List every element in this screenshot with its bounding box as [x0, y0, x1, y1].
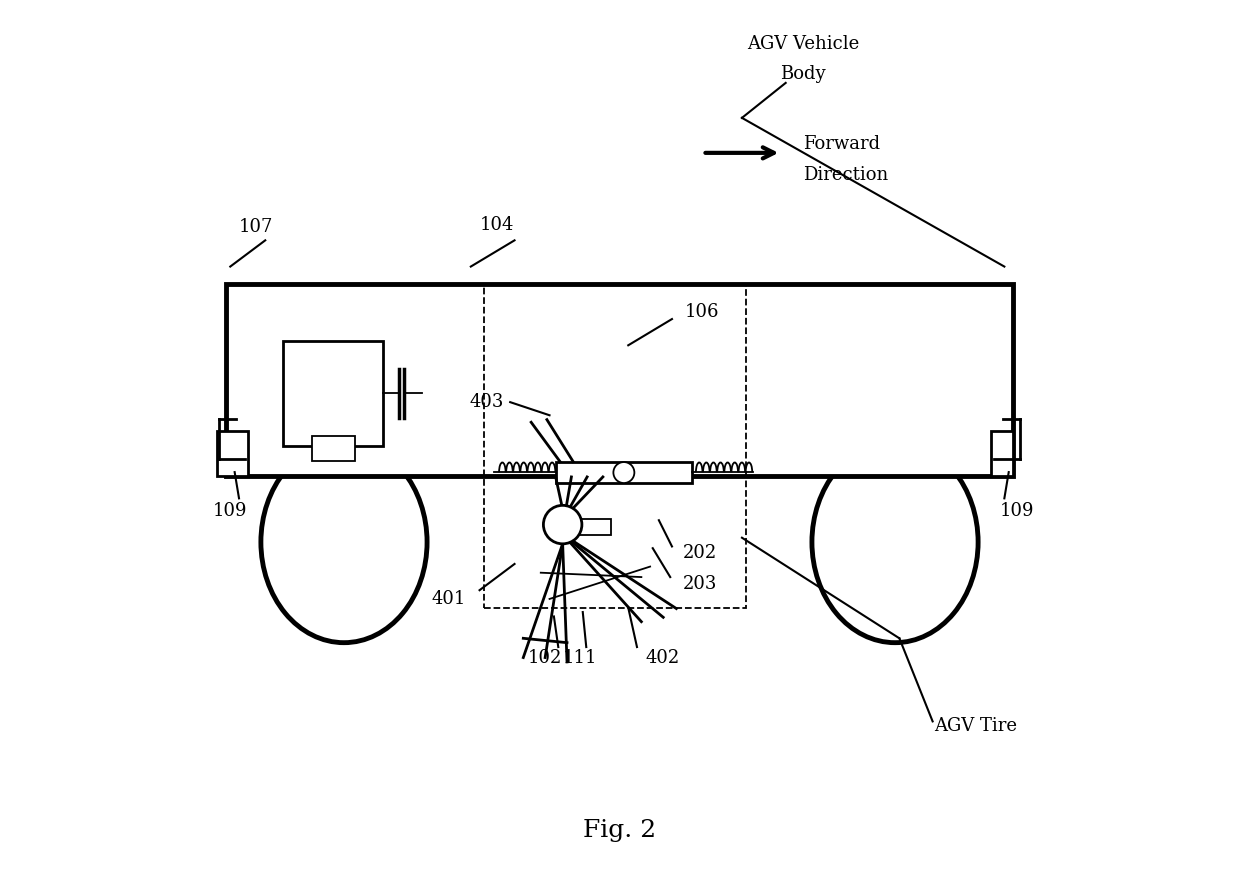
- Text: 102: 102: [528, 649, 563, 668]
- Bar: [217, 431, 248, 477]
- Circle shape: [544, 505, 582, 544]
- Ellipse shape: [812, 442, 978, 643]
- Circle shape: [613, 462, 634, 483]
- Bar: [312, 436, 356, 461]
- Text: 111: 111: [563, 649, 597, 668]
- Text: AGV Tire: AGV Tire: [934, 717, 1017, 735]
- Text: AGV Vehicle: AGV Vehicle: [747, 34, 860, 52]
- Text: 107: 107: [239, 218, 274, 237]
- Text: 106: 106: [685, 303, 720, 321]
- Ellipse shape: [261, 442, 427, 643]
- Bar: [567, 519, 611, 535]
- Text: 109: 109: [213, 502, 248, 519]
- Text: 202: 202: [683, 545, 716, 562]
- Text: Direction: Direction: [803, 166, 888, 184]
- Text: 401: 401: [431, 590, 466, 608]
- Text: Body: Body: [781, 65, 826, 83]
- Bar: [484, 284, 746, 608]
- Bar: [282, 341, 383, 446]
- Bar: [555, 462, 693, 484]
- Text: 403: 403: [470, 393, 504, 411]
- Text: 109: 109: [1000, 502, 1035, 519]
- Bar: [225, 284, 1014, 477]
- Text: 402: 402: [646, 649, 680, 668]
- Text: 203: 203: [683, 575, 717, 593]
- Text: Forward: Forward: [803, 135, 880, 153]
- Bar: [991, 431, 1014, 477]
- Text: 104: 104: [479, 215, 514, 234]
- Text: Fig. 2: Fig. 2: [582, 819, 657, 842]
